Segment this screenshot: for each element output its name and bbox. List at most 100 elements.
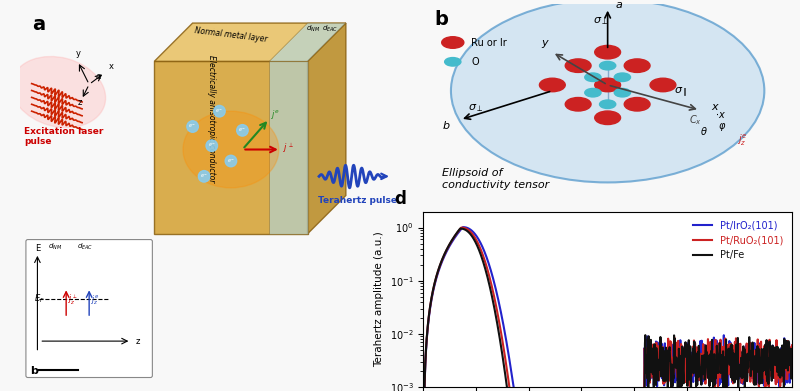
- Bar: [43, 261, 74, 357]
- Ellipse shape: [451, 0, 764, 183]
- Pt/RuO₂(101): [568, 387, 578, 391]
- Text: $\sigma_\perp$: $\sigma_\perp$: [593, 15, 609, 27]
- Circle shape: [539, 78, 566, 92]
- Circle shape: [624, 59, 650, 72]
- Pt/Fe: [713, 371, 722, 375]
- Text: $j^\perp$: $j^\perp$: [282, 142, 294, 156]
- Text: $x$: $x$: [711, 102, 720, 112]
- Pt/RuO₂(101): [457, 225, 466, 230]
- Text: $C_x$: $C_x$: [689, 113, 702, 127]
- Pt/RuO₂(101): [787, 343, 797, 348]
- Text: b: b: [434, 10, 448, 29]
- Line: Pt/IrO₂(101): Pt/IrO₂(101): [424, 227, 792, 391]
- Text: $\varphi$: $\varphi$: [718, 121, 726, 133]
- Text: E: E: [34, 244, 40, 253]
- Text: $y$: $y$: [542, 38, 550, 50]
- Text: y: y: [76, 48, 81, 57]
- Circle shape: [445, 57, 461, 66]
- Circle shape: [214, 106, 225, 117]
- Pt/IrO₂(101): [568, 390, 578, 391]
- Pt/RuO₂(101): [419, 387, 429, 391]
- Pt/RuO₂(101): [713, 384, 722, 389]
- Circle shape: [566, 97, 591, 111]
- Pt/IrO₂(101): [706, 377, 716, 382]
- Polygon shape: [270, 61, 307, 234]
- Text: O: O: [471, 57, 479, 67]
- Pt/IrO₂(101): [419, 390, 429, 391]
- Ellipse shape: [183, 111, 279, 188]
- Text: $d_{EAC}$: $d_{EAC}$: [77, 242, 94, 252]
- Text: $e^-$: $e^-$: [189, 123, 197, 130]
- Text: $e^-$: $e^-$: [226, 157, 235, 165]
- Circle shape: [599, 100, 616, 109]
- Text: $e^-$: $e^-$: [207, 142, 216, 149]
- Polygon shape: [270, 23, 346, 61]
- Text: $b$: $b$: [442, 119, 450, 131]
- Pt/IrO₂(101): [787, 360, 797, 365]
- Polygon shape: [154, 23, 346, 61]
- Pt/Fe: [672, 364, 682, 369]
- Polygon shape: [154, 61, 307, 234]
- Text: $a$: $a$: [615, 0, 623, 10]
- Text: $\alpha$: $\alpha$: [95, 72, 102, 81]
- Text: $j_z^\perp$: $j_z^\perp$: [68, 293, 78, 307]
- Y-axis label: Terahertz amplitude (a.u.): Terahertz amplitude (a.u.): [374, 231, 384, 367]
- Circle shape: [614, 73, 630, 81]
- Legend: Pt/IrO₂(101), Pt/RuO₂(101), Pt/Fe: Pt/IrO₂(101), Pt/RuO₂(101), Pt/Fe: [689, 217, 787, 264]
- Circle shape: [198, 170, 210, 182]
- Text: $\sigma_\perp$: $\sigma_\perp$: [467, 102, 483, 114]
- Text: Terahertz pulse: Terahertz pulse: [318, 196, 397, 205]
- Text: $e^-$: $e^-$: [238, 127, 246, 134]
- Pt/RuO₂(101): [582, 387, 591, 391]
- FancyBboxPatch shape: [26, 240, 152, 378]
- Text: $\cdot x$: $\cdot x$: [714, 110, 726, 120]
- Text: $j^e$: $j^e$: [271, 108, 281, 121]
- Text: z: z: [78, 99, 82, 108]
- Pt/IrO₂(101): [458, 225, 468, 230]
- Text: z: z: [135, 337, 139, 346]
- Pt/Fe: [455, 226, 465, 231]
- Circle shape: [599, 61, 616, 70]
- Pt/Fe: [787, 348, 797, 352]
- Circle shape: [187, 121, 198, 132]
- Circle shape: [594, 78, 621, 92]
- Pt/IrO₂(101): [672, 355, 682, 360]
- Pt/RuO₂(101): [706, 353, 716, 358]
- Pt/Fe: [706, 349, 716, 353]
- Circle shape: [624, 97, 650, 111]
- Text: $d_{NM}$: $d_{NM}$: [306, 24, 320, 34]
- Text: Excitation laser
pulse: Excitation laser pulse: [24, 127, 103, 146]
- Text: x: x: [108, 62, 114, 71]
- Circle shape: [594, 45, 621, 59]
- Text: $e^-$: $e^-$: [215, 108, 224, 115]
- Circle shape: [566, 59, 591, 72]
- Pt/IrO₂(101): [713, 345, 722, 350]
- Text: b: b: [30, 366, 38, 376]
- Text: $\sigma_\parallel$: $\sigma_\parallel$: [674, 86, 687, 100]
- Polygon shape: [307, 23, 346, 234]
- Text: Ellipsoid of
conductivity tensor: Ellipsoid of conductivity tensor: [442, 168, 549, 190]
- Text: $e^-$: $e^-$: [200, 172, 208, 180]
- Circle shape: [225, 155, 237, 167]
- Pt/RuO₂(101): [457, 225, 466, 230]
- Text: $d_{NM}$: $d_{NM}$: [47, 242, 62, 252]
- Circle shape: [442, 37, 464, 48]
- Circle shape: [614, 88, 630, 97]
- Line: Pt/RuO₂(101): Pt/RuO₂(101): [424, 228, 792, 389]
- Text: $j_z^e$: $j_z^e$: [737, 133, 747, 148]
- Text: Ru or Ir: Ru or Ir: [471, 38, 507, 48]
- Circle shape: [585, 88, 601, 97]
- Text: $d_{EAC}$: $d_{EAC}$: [322, 24, 338, 34]
- Ellipse shape: [11, 56, 106, 127]
- Text: Normal metal layer: Normal metal layer: [194, 26, 268, 43]
- Pt/IrO₂(101): [457, 226, 466, 231]
- Circle shape: [585, 73, 601, 81]
- Bar: [74, 261, 105, 357]
- Circle shape: [237, 125, 248, 136]
- Pt/Fe: [457, 226, 466, 231]
- Circle shape: [594, 111, 621, 124]
- Text: d: d: [394, 190, 406, 208]
- Text: a: a: [32, 15, 45, 34]
- Text: $j_z^e$: $j_z^e$: [91, 294, 100, 307]
- Line: Pt/Fe: Pt/Fe: [424, 228, 792, 391]
